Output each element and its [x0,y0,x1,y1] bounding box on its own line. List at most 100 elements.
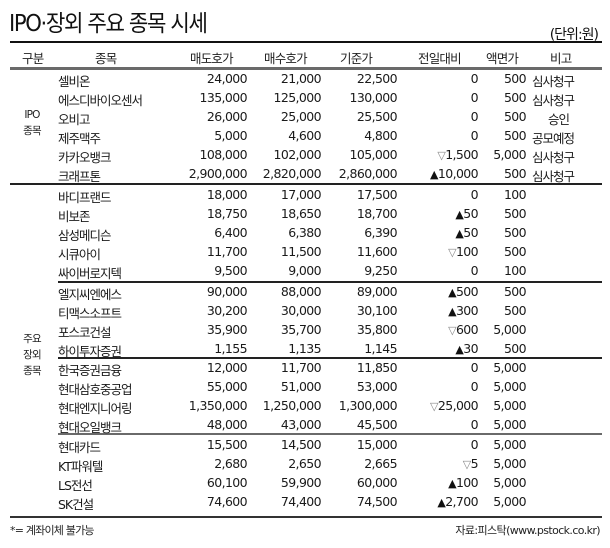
ask-price: 2,680 [214,456,247,471]
stock-name: KT파워텔 [58,459,103,474]
base-price: 2,860,000 [338,166,398,181]
section-divider-ipo [10,183,602,185]
base-price: 60,000 [356,475,398,490]
group-label-line: 주요 [23,333,42,345]
daily-change: 0 [471,379,479,394]
stock-name: LS전선 [58,478,93,493]
table-row: SK건설 74,600 74,400 74,500 ▲2,700 5,000 [0,493,610,512]
change-value: 30 [463,341,478,356]
par-value: 500 [503,71,527,86]
stock-name: 시큐아이 [58,247,101,262]
bid-price: 17,000 [280,187,322,202]
change-value: 500 [455,284,479,299]
par-value: 500 [503,166,527,181]
group-label-line: 장외 [23,349,42,361]
footnote: *= 계좌이체 불가능 [10,524,95,537]
par-value: 5,000 [493,417,526,432]
remark: 심사청구 [532,150,575,165]
ask-price: 48,000 [206,417,248,432]
table-row: 바디프랜드 18,000 17,000 17,500 0 100 [0,186,610,205]
up-triangle-icon: ▲ [448,286,456,299]
table-row: 엘지씨엔에스 90,000 88,000 89,000 ▲500 500 [0,283,610,302]
stock-name: 오비고 [58,112,91,127]
up-triangle-icon: ▲ [437,496,446,509]
bid-price: 18,650 [280,206,322,221]
col-header-ask: 매도호가 [190,51,234,66]
stock-name: 현대삼호중공업 [58,382,133,397]
bottom-rule [10,516,602,518]
group-divider [58,357,602,359]
par-value: 500 [503,303,527,318]
base-price: 1,145 [364,341,397,356]
base-price: 22,500 [356,71,398,86]
daily-change: 0 [471,187,479,202]
base-price: 9,250 [364,263,397,278]
daily-change: ▲2,700 [437,494,478,509]
change-value: 2,700 [445,494,478,509]
daily-change: ▲50 [455,206,478,221]
base-price: 89,000 [356,284,398,299]
group-label-line: IPO [24,109,40,121]
bid-price: 25,000 [280,109,322,124]
base-price: 1,300,000 [338,398,398,413]
bid-price: 125,000 [273,90,322,105]
bid-price: 102,000 [273,147,322,162]
daily-change: ▲30 [455,341,478,356]
stock-name: 한국증권금융 [58,363,122,378]
col-header-change: 전일대비 [418,51,462,66]
bid-price: 1,135 [288,341,321,356]
bid-price: 59,900 [280,475,322,490]
table-row: 싸이버로지텍 9,500 9,000 9,250 0 100 [0,262,610,281]
change-value: 100 [455,244,479,259]
base-price: 18,700 [356,206,398,221]
par-value: 5,000 [493,456,526,471]
daily-change: 0 [470,263,479,278]
table-row: 티맥스소프트 30,200 30,000 30,100 ▲300 500 [0,302,610,321]
base-price: 4,800 [364,128,397,143]
bid-price: 21,000 [280,71,322,86]
bid-price: 2,820,000 [262,166,322,181]
base-price: 130,000 [349,90,398,105]
table-row: 에스디바이오센서 135,000 125,000 130,000 0 500 심사청구 [0,89,610,108]
par-value: 500 [503,244,527,259]
source-credit: 자료:피스탁(www.pstock.co.kr) [455,524,600,537]
bid-price: 11,700 [280,360,322,375]
stock-name: 현대카드 [58,440,101,455]
stock-name: 엘지씨엔에스 [58,287,122,302]
par-value: 100 [503,187,527,202]
change-value: 10,000 [437,166,479,181]
bid-price: 35,700 [280,322,322,337]
daily-change: ▲500 [448,284,479,299]
stock-name: 포스코건설 [58,325,112,340]
daily-change: 0 [471,360,479,375]
daily-change: ▽25,000 [429,398,479,413]
base-price: 30,100 [356,303,398,318]
daily-change: 0 [471,437,479,452]
base-price: 2,665 [364,456,397,471]
ask-price: 18,750 [206,206,248,221]
ask-price: 90,000 [206,284,248,299]
bid-price: 43,000 [280,417,322,432]
ask-price: 55,000 [206,379,248,394]
up-triangle-icon: ▲ [429,168,438,181]
change-value: 0 [470,263,479,278]
stock-name: 티맥스소프트 [58,306,122,321]
daily-change: 0 [471,417,479,432]
ask-price: 18,000 [206,187,248,202]
table-row: 한국증권금융 12,000 11,700 11,850 0 5,000 [0,359,610,378]
bid-price: 11,500 [280,244,322,259]
par-value: 5,000 [493,437,526,452]
par-value: 500 [503,90,527,105]
change-value: 1,500 [445,147,478,162]
par-value: 5,000 [493,475,526,490]
page-title: IPO·장외 주요 종목 시세 [9,11,208,37]
table-row: 크래프톤 2,900,000 2,820,000 2,860,000 ▲10,000 50… [0,165,610,184]
par-value: 5,000 [493,379,526,394]
down-triangle-icon: ▽ [429,400,438,413]
ask-price: 35,900 [206,322,248,337]
table-row: 포스코건설 35,900 35,700 35,800 ▽600 5,000 [0,321,610,340]
unit-label: (단위:원) [549,27,599,43]
table-row: 현대오일뱅크 48,000 43,000 45,500 0 5,000 [0,416,610,435]
change-value: 50 [463,206,478,221]
par-value: 500 [503,284,527,299]
